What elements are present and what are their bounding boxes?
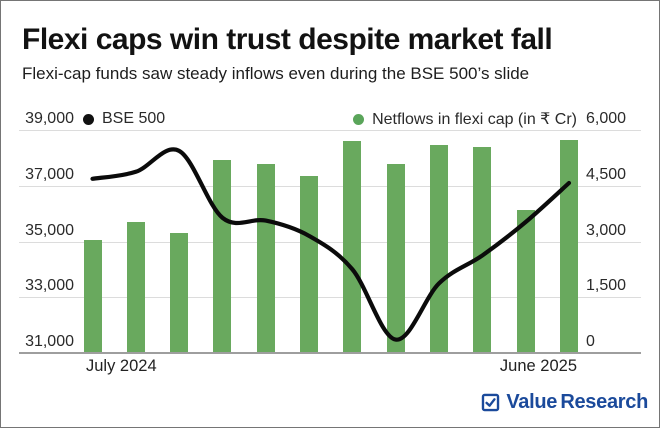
page-title: Flexi caps win trust despite market fall [22, 23, 553, 56]
gridline [19, 130, 641, 131]
y-tick-left: 37,000 [25, 165, 74, 183]
legend-label-netflows: Netflows in flexi cap (in ₹ Cr) [372, 111, 577, 128]
y-tick-right: 6,000 [586, 110, 627, 127]
value-research-logo[interactable]: Value Research [481, 391, 648, 414]
netflow-bar-dec-2024 [300, 176, 319, 352]
legend-label-bse-500: BSE 500 [102, 110, 166, 127]
y-tick-right: 3,000 [586, 221, 627, 239]
x-axis-label-june-2025: June 2025 [499, 357, 577, 375]
netflow-bar-nov-2024 [256, 163, 275, 352]
gridline [19, 185, 641, 187]
legend-item-bse-500: BSE 500 [83, 109, 165, 129]
gridline [19, 297, 641, 299]
y-tick-left: 39,000 [25, 110, 74, 127]
netflow-bar-sep-2024 [170, 233, 189, 352]
x-axis-label-july-2024: July 2024 [86, 357, 157, 375]
subtitle: Flexi-cap funds saw steady inflows even … [22, 64, 530, 83]
gridline [19, 241, 641, 243]
netflow-bar-aug-2024 [126, 221, 145, 352]
y-tick-left: 31,000 [25, 333, 74, 350]
y-tick-right: 4,500 [586, 165, 627, 183]
netflow-bar-jul-2024 [83, 239, 102, 352]
netflow-bar-mar-2025 [430, 144, 449, 352]
netflow-bar-apr-2025 [473, 146, 492, 352]
legend-item-netflows: Netflows in flexi cap (in ₹ Cr) [353, 109, 577, 129]
y-tick-right: 0 [586, 333, 595, 350]
y-tick-left: 33,000 [25, 277, 74, 295]
netflow-bar-feb-2025 [386, 163, 405, 352]
y-tick-left: 35,000 [25, 221, 74, 239]
netflow-bar-jan-2025 [343, 141, 362, 352]
bse-500-line-path [90, 147, 572, 342]
bse-500-dot-icon [83, 113, 94, 125]
x-axis-line [19, 352, 641, 354]
netflow-bar-may-2025 [516, 209, 535, 352]
netflow-bar-jun-2025 [560, 140, 579, 352]
netflows-dot-icon [353, 113, 365, 125]
y-tick-right: 1,500 [586, 277, 627, 295]
brand-name: Value Research [506, 391, 648, 413]
checkbox-icon [482, 393, 500, 412]
netflow-bar-oct-2024 [213, 159, 232, 352]
